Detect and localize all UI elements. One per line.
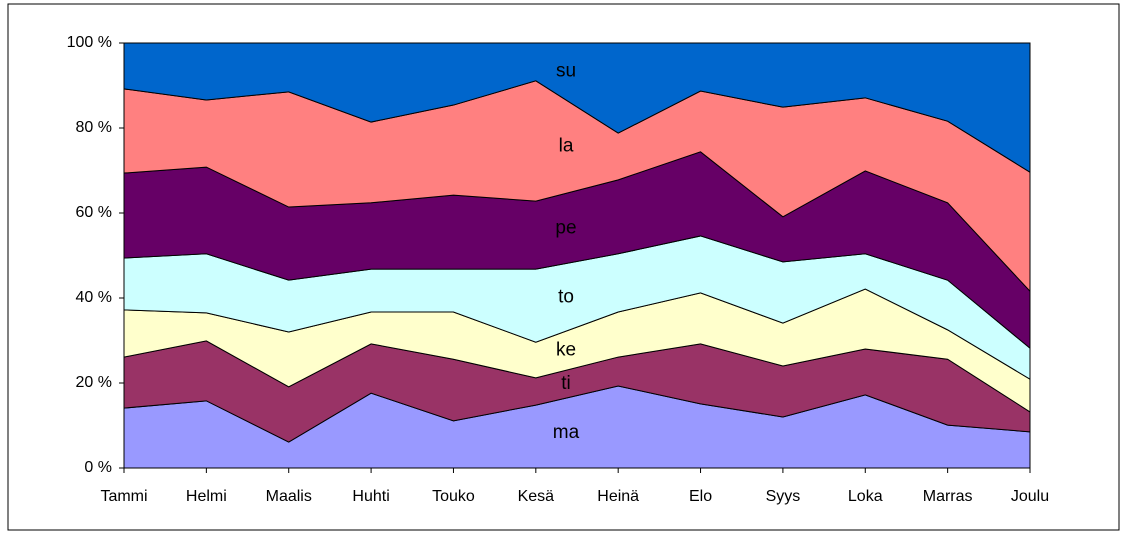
x-tick-label: Touko xyxy=(432,488,475,505)
x-tick-label: Tammi xyxy=(100,488,147,505)
x-tick-label: Helmi xyxy=(186,488,227,505)
series-label: ma xyxy=(553,422,580,443)
y-tick-label: 60 % xyxy=(76,204,112,221)
series-label: to xyxy=(558,286,574,307)
x-tick-label: Kesä xyxy=(518,488,555,505)
series-label: ke xyxy=(556,340,576,361)
x-tick-label: Heinä xyxy=(597,488,639,505)
area xyxy=(123,42,1031,174)
series-label: ti xyxy=(561,373,571,394)
x-tick-label: Loka xyxy=(848,488,883,505)
x-tick-label: Huhti xyxy=(352,488,389,505)
y-tick-label: 20 % xyxy=(76,374,112,391)
y-tick-label: 80 % xyxy=(76,119,112,136)
series-label: pe xyxy=(555,217,576,238)
x-tick-label: Elo xyxy=(689,488,712,505)
series-label: la xyxy=(559,136,574,157)
y-tick-label: 0 % xyxy=(84,459,112,476)
y-tick-label: 40 % xyxy=(76,289,112,306)
x-tick-label: Joulu xyxy=(1011,488,1049,505)
series-label: su xyxy=(556,61,576,82)
x-tick-label: Syys xyxy=(766,488,801,505)
x-tick-label: Marras xyxy=(923,488,973,505)
y-tick-label: 100 % xyxy=(67,34,112,51)
x-tick-label: Maalis xyxy=(266,488,312,505)
